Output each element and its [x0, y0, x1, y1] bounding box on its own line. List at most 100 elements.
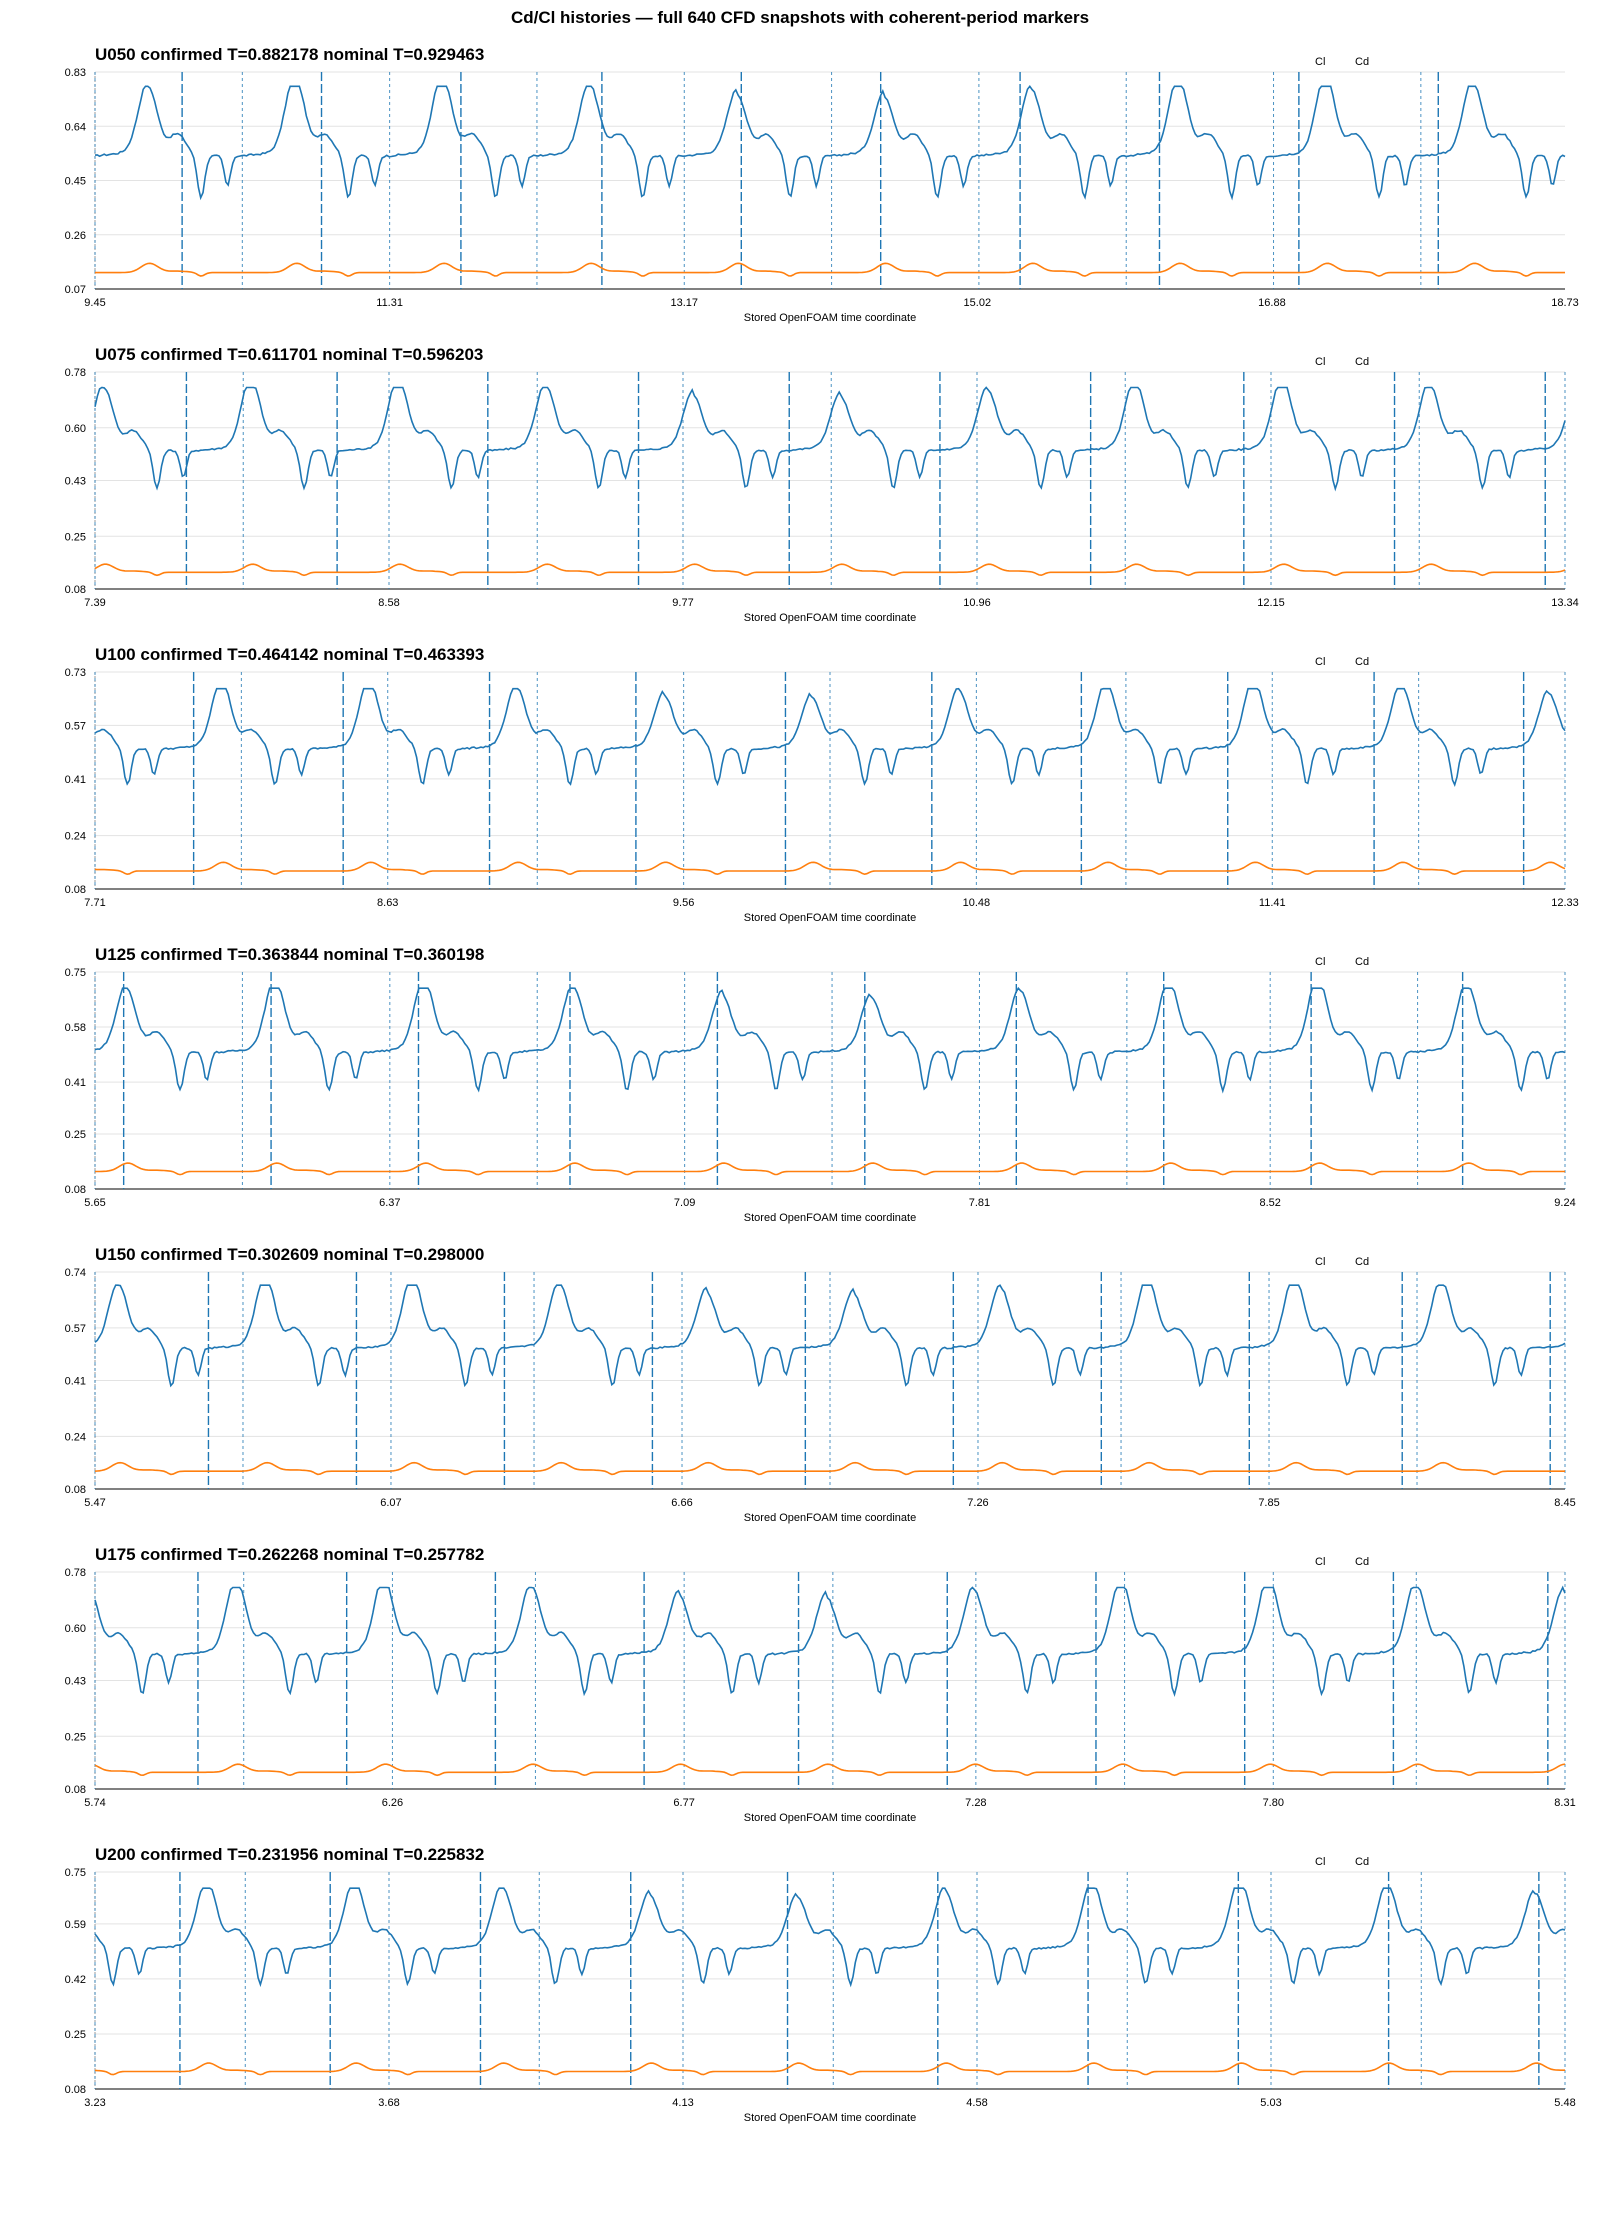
x-tick-label: 4.13: [672, 2097, 693, 2109]
y-tick-label: 0.08: [65, 1484, 86, 1496]
y-tick-label: 0.07: [65, 284, 86, 296]
y-tick-label: 0.24: [65, 1431, 86, 1443]
chart-panel: U125 confirmed T=0.363844 nominal T=0.36…: [65, 945, 1576, 1224]
x-tick-label: 9.24: [1554, 1197, 1575, 1209]
x-tick-label: 9.45: [84, 297, 105, 309]
x-tick-label: 8.58: [378, 597, 399, 609]
cl-series-line: [94, 687, 1566, 787]
x-tick-label: 6.77: [673, 1797, 694, 1809]
y-tick-label: 0.25: [65, 2029, 86, 2041]
x-tick-label: 9.77: [672, 597, 693, 609]
cl-series-line: [94, 1887, 1566, 1988]
cl-series-line: [94, 986, 1566, 1094]
chart-panel: U100 confirmed T=0.464142 nominal T=0.46…: [65, 645, 1579, 924]
x-tick-label: 11.41: [1259, 897, 1286, 909]
x-tick-label: 7.09: [674, 1197, 695, 1209]
x-tick-label: 10.48: [963, 897, 991, 909]
chart-title: U125 confirmed T=0.363844 nominal T=0.36…: [95, 945, 484, 964]
x-tick-label: 10.96: [963, 597, 991, 609]
legend-entry: Cl: [1315, 1256, 1325, 1268]
x-tick-label: 6.66: [671, 1497, 692, 1509]
x-axis-label: Stored OpenFOAM time coordinate: [744, 1812, 916, 1824]
x-tick-label: 7.26: [967, 1497, 988, 1509]
x-tick-label: 8.45: [1554, 1497, 1575, 1509]
y-tick-label: 0.60: [65, 1623, 86, 1635]
y-tick-label: 0.26: [65, 230, 86, 242]
legend-entry: Cd: [1355, 356, 1369, 368]
x-axis-label: Stored OpenFOAM time coordinate: [744, 1212, 916, 1224]
legend-entry: Cd: [1355, 1856, 1369, 1868]
y-tick-label: 0.24: [65, 831, 86, 843]
cd-series-line: [94, 1763, 1566, 1777]
chart-panel: U175 confirmed T=0.262268 nominal T=0.25…: [65, 1545, 1576, 1824]
y-tick-label: 0.08: [65, 1784, 86, 1796]
y-tick-label: 0.25: [65, 1731, 86, 1743]
y-tick-label: 0.41: [65, 1376, 86, 1388]
x-tick-label: 5.03: [1260, 2097, 1281, 2109]
x-axis-label: Stored OpenFOAM time coordinate: [744, 312, 916, 324]
y-tick-label: 0.58: [65, 1022, 86, 1034]
legend-entry: Cd: [1355, 56, 1369, 68]
y-tick-label: 0.64: [65, 121, 86, 133]
page-title: Cd/Cl histories — full 640 CFD snapshots…: [510, 8, 1090, 27]
x-tick-label: 8.31: [1554, 1797, 1575, 1809]
x-tick-label: 15.02: [964, 297, 992, 309]
x-axis-label: Stored OpenFOAM time coordinate: [744, 912, 916, 924]
chart-title: U200 confirmed T=0.231956 nominal T=0.22…: [95, 1845, 484, 1864]
y-tick-label: 0.25: [65, 1129, 86, 1141]
x-tick-label: 13.34: [1551, 597, 1579, 609]
y-tick-label: 0.41: [65, 1077, 86, 1089]
chart-panel: U150 confirmed T=0.302609 nominal T=0.29…: [65, 1245, 1576, 1524]
legend-entry: Cd: [1355, 656, 1369, 668]
x-tick-label: 3.68: [378, 2097, 399, 2109]
y-tick-label: 0.73: [65, 667, 86, 679]
cl-series-line: [94, 1585, 1566, 1697]
y-tick-label: 0.75: [65, 967, 86, 979]
cd-series-line: [94, 861, 1566, 876]
x-axis-label: Stored OpenFOAM time coordinate: [744, 612, 916, 624]
cl-series-line: [94, 84, 1566, 201]
y-tick-label: 0.08: [65, 584, 86, 596]
x-tick-label: 5.65: [84, 1197, 105, 1209]
legend-entry: Cl: [1315, 56, 1325, 68]
x-axis-label: Stored OpenFOAM time coordinate: [744, 2112, 916, 2124]
legend-entry: Cl: [1315, 656, 1325, 668]
x-tick-label: 6.07: [380, 1497, 401, 1509]
cd-series-line: [94, 563, 1566, 577]
cd-series-line: [94, 2062, 1565, 2076]
cl-series-line: [94, 1284, 1566, 1388]
y-tick-label: 0.83: [65, 67, 86, 79]
y-tick-label: 0.08: [65, 884, 86, 896]
y-tick-label: 0.78: [65, 1567, 86, 1579]
x-tick-label: 8.52: [1259, 1197, 1280, 1209]
chart-panel: U200 confirmed T=0.231956 nominal T=0.22…: [65, 1845, 1576, 2124]
x-tick-label: 16.88: [1258, 297, 1286, 309]
x-tick-label: 6.26: [382, 1797, 403, 1809]
y-tick-label: 0.45: [65, 176, 86, 188]
x-tick-label: 9.56: [673, 897, 694, 909]
legend-entry: Cl: [1315, 356, 1325, 368]
x-tick-label: 6.37: [379, 1197, 400, 1209]
x-tick-label: 7.71: [84, 897, 105, 909]
y-tick-label: 0.43: [65, 1676, 86, 1688]
cd-series-line: [94, 1461, 1565, 1476]
legend-entry: Cd: [1355, 956, 1369, 968]
x-tick-label: 11.31: [376, 297, 403, 309]
x-tick-label: 5.47: [84, 1497, 105, 1509]
y-tick-label: 0.42: [65, 1974, 86, 1986]
legend-entry: Cl: [1315, 956, 1325, 968]
y-tick-label: 0.74: [65, 1267, 86, 1279]
x-tick-label: 3.23: [84, 2097, 105, 2109]
chart-title: U050 confirmed T=0.882178 nominal T=0.92…: [95, 45, 484, 64]
y-tick-label: 0.08: [65, 1184, 86, 1196]
chart-panel: U075 confirmed T=0.611701 nominal T=0.59…: [65, 345, 1579, 624]
legend-entry: Cl: [1315, 1556, 1325, 1568]
x-tick-label: 7.39: [84, 597, 105, 609]
y-tick-label: 0.60: [65, 423, 86, 435]
x-tick-label: 12.33: [1551, 897, 1579, 909]
y-tick-label: 0.08: [65, 2084, 86, 2096]
legend-entry: Cl: [1315, 1856, 1325, 1868]
chart-title: U100 confirmed T=0.464142 nominal T=0.46…: [95, 645, 484, 664]
y-tick-label: 0.78: [65, 367, 86, 379]
